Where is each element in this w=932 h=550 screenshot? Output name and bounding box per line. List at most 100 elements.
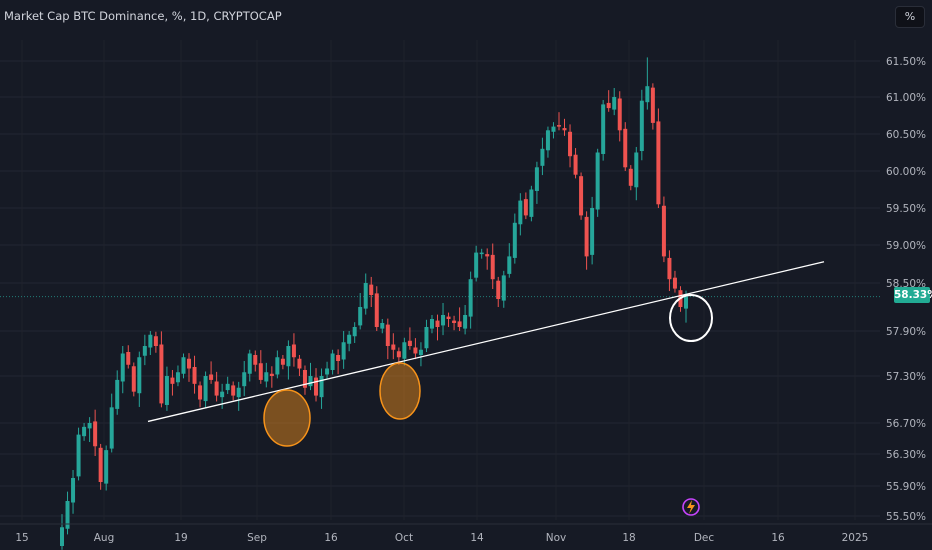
candle-body — [474, 252, 479, 278]
candle-body — [76, 434, 81, 477]
candle-body — [656, 121, 661, 205]
candle-body — [126, 352, 131, 365]
candle-body — [684, 296, 688, 309]
candle-body — [209, 374, 214, 380]
trendline — [147, 261, 825, 423]
candle-body — [617, 98, 622, 131]
candle-body — [595, 152, 600, 210]
candle-body — [573, 154, 578, 175]
candle-body — [231, 385, 236, 396]
candle-body — [225, 383, 230, 391]
candle-body — [590, 208, 595, 255]
candle-body — [479, 252, 484, 255]
candle-body — [584, 216, 589, 257]
candle-body — [308, 376, 313, 387]
orange-highlight-ellipse — [379, 362, 421, 420]
candle-body — [490, 254, 495, 280]
candle-body — [164, 376, 169, 405]
candle-body — [247, 353, 252, 374]
lightning-bolt-icon — [682, 498, 700, 516]
candle-body — [358, 307, 363, 326]
candle-body — [628, 168, 633, 186]
x-tick-label: 18 — [622, 532, 635, 544]
candle-body — [93, 421, 98, 447]
candle-body — [175, 372, 180, 383]
candle-body — [341, 342, 346, 360]
candle-body — [291, 344, 296, 358]
candle-body — [264, 372, 269, 382]
candle-body — [148, 334, 153, 348]
candle-body — [512, 222, 517, 258]
candle-body — [153, 336, 158, 346]
candle-body — [568, 131, 573, 157]
candle-body — [385, 324, 390, 346]
candle-body — [441, 315, 446, 326]
candle-body — [336, 355, 341, 361]
candle-body — [286, 346, 291, 367]
x-tick-label: Sep — [247, 532, 267, 544]
candle-body — [667, 257, 672, 280]
candle-body — [242, 372, 247, 387]
event-icon-bolt — [687, 500, 695, 514]
candle-body — [325, 368, 330, 375]
y-tick-label: 61.00% — [886, 92, 926, 104]
candle-body — [71, 478, 76, 503]
y-tick-label: 60.50% — [886, 129, 926, 141]
candle-body — [457, 321, 462, 327]
y-tick-label: 57.90% — [886, 326, 926, 338]
candle-body — [115, 379, 120, 409]
candle-body — [87, 423, 92, 429]
x-tick-label: Dec — [694, 532, 715, 544]
candle-body — [60, 527, 64, 546]
candle-body — [407, 340, 412, 346]
candle-body — [452, 320, 457, 323]
x-tick-label: Aug — [94, 532, 115, 544]
candle-body — [236, 387, 241, 398]
candle-body — [579, 176, 584, 216]
candle-body — [534, 167, 539, 191]
candle-body — [523, 199, 528, 216]
y-tick-label: 61.50% — [886, 56, 926, 68]
candle-body — [402, 342, 407, 359]
grid-lines — [0, 40, 880, 520]
x-tick-label: Nov — [546, 532, 567, 544]
white-highlight-ellipse — [669, 294, 713, 342]
candle-body — [501, 275, 506, 301]
candle-body — [253, 355, 258, 365]
candle-body — [507, 256, 512, 274]
x-axis: 15 Aug 19 Sep 16 Oct 14 Nov 18 Dec 16 2025 — [0, 523, 932, 544]
candle-body — [120, 353, 125, 382]
candle-body — [634, 152, 639, 188]
candle-body — [302, 370, 307, 388]
candle-body — [418, 349, 423, 355]
x-tick-label: 19 — [174, 532, 187, 544]
candle-body — [413, 347, 418, 354]
candle-body — [314, 377, 319, 396]
candle-body — [556, 125, 561, 127]
candle-body — [446, 316, 451, 319]
candle-body — [65, 501, 70, 529]
candle-body — [181, 357, 186, 374]
overlays-layer — [147, 261, 825, 516]
candle-body — [275, 357, 280, 375]
candle-body — [98, 447, 103, 482]
candle-body — [159, 344, 164, 404]
candle-body — [672, 277, 677, 289]
candle-body — [347, 334, 352, 344]
percent-scale-button[interactable]: % — [895, 6, 925, 28]
y-tick-label: 55.50% — [886, 511, 926, 523]
candle-body — [198, 385, 203, 400]
candle-body — [429, 319, 434, 329]
candle-body — [496, 280, 501, 299]
orange-highlight-ellipse — [263, 389, 311, 447]
candle-body — [540, 148, 545, 166]
candle-body — [369, 284, 374, 295]
candle-body — [463, 315, 468, 329]
x-tick-label: 14 — [470, 532, 484, 544]
y-tick-label: 59.00% — [886, 240, 926, 252]
x-tick-label: 16 — [771, 532, 785, 544]
candle-body — [214, 381, 219, 396]
y-tick-label: 56.70% — [886, 418, 926, 430]
y-tick-label: 55.90% — [886, 481, 926, 493]
